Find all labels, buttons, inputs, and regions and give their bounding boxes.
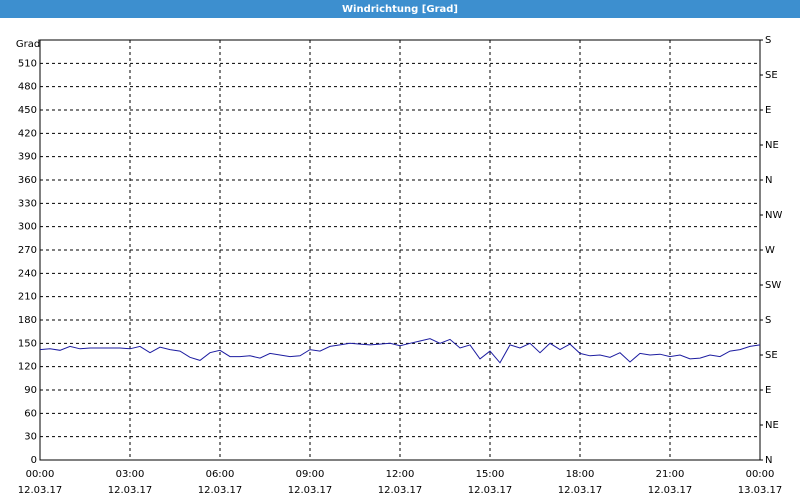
y2-tick-label: SW bbox=[765, 280, 781, 291]
x-tick-label: 21:00 bbox=[656, 469, 685, 480]
data-line bbox=[39, 338, 761, 364]
y-axis-label: Grad bbox=[16, 39, 40, 50]
x-tick-label: 06:00 bbox=[206, 469, 235, 480]
y-tick-label: 390 bbox=[18, 152, 37, 163]
x-tick-label: 18:00 bbox=[566, 469, 595, 480]
y-tick-label: 450 bbox=[18, 105, 37, 116]
x-tick-date: 12.03.17 bbox=[288, 485, 333, 496]
y2-tick-label: S bbox=[765, 315, 771, 326]
y-tick-label: 150 bbox=[18, 338, 37, 349]
x-tick-label: 09:00 bbox=[296, 469, 325, 480]
y2-tick-label: NW bbox=[765, 210, 782, 221]
y-tick-label: 0 bbox=[31, 455, 37, 466]
title-bar bbox=[0, 0, 800, 18]
y-tick-label: 270 bbox=[18, 245, 37, 256]
y2-tick-label: SE bbox=[765, 70, 778, 81]
y-tick-label: 30 bbox=[24, 432, 37, 443]
x-tick-label: 15:00 bbox=[476, 469, 505, 480]
y2-tick-label: N bbox=[765, 455, 772, 466]
x-tick-label: 03:00 bbox=[116, 469, 145, 480]
x-tick-date: 12.03.17 bbox=[648, 485, 693, 496]
y2-tick-label: W bbox=[765, 245, 775, 256]
y-tick-label: 180 bbox=[18, 315, 37, 326]
y2-tick-label: NE bbox=[765, 140, 779, 151]
y-tick-label: 330 bbox=[18, 198, 37, 209]
x-tick-date: 12.03.17 bbox=[108, 485, 153, 496]
x-tick-label: 00:00 bbox=[26, 469, 55, 480]
y2-tick-label: E bbox=[765, 105, 771, 116]
x-tick-date: 12.03.17 bbox=[558, 485, 603, 496]
y-tick-label: 360 bbox=[18, 175, 37, 186]
y-tick-label: 420 bbox=[18, 128, 37, 139]
y2-tick-label: NE bbox=[765, 420, 779, 431]
x-tick-date: 12.03.17 bbox=[468, 485, 513, 496]
x-tick-date: 13.03.17 bbox=[738, 485, 783, 496]
x-tick-label: 00:00 bbox=[746, 469, 775, 480]
y-tick-label: 60 bbox=[24, 408, 37, 419]
y-tick-label: 90 bbox=[24, 385, 37, 396]
y2-tick-label: E bbox=[765, 385, 771, 396]
y-tick-label: 120 bbox=[18, 362, 37, 373]
y2-tick-label: N bbox=[765, 175, 772, 186]
chart-title: Windrichtung [Grad] bbox=[342, 4, 458, 15]
y-tick-label: 210 bbox=[18, 292, 37, 303]
x-tick-label: 12:00 bbox=[386, 469, 415, 480]
x-tick-date: 12.03.17 bbox=[378, 485, 423, 496]
y-tick-label: 300 bbox=[18, 222, 37, 233]
y-tick-label: 510 bbox=[18, 58, 37, 69]
y-tick-label: 240 bbox=[18, 268, 37, 279]
x-tick-date: 12.03.17 bbox=[198, 485, 243, 496]
x-tick-date: 12.03.17 bbox=[18, 485, 63, 496]
y2-tick-label: SE bbox=[765, 350, 778, 361]
y2-tick-label: S bbox=[765, 35, 771, 46]
y-tick-label: 480 bbox=[18, 82, 37, 93]
